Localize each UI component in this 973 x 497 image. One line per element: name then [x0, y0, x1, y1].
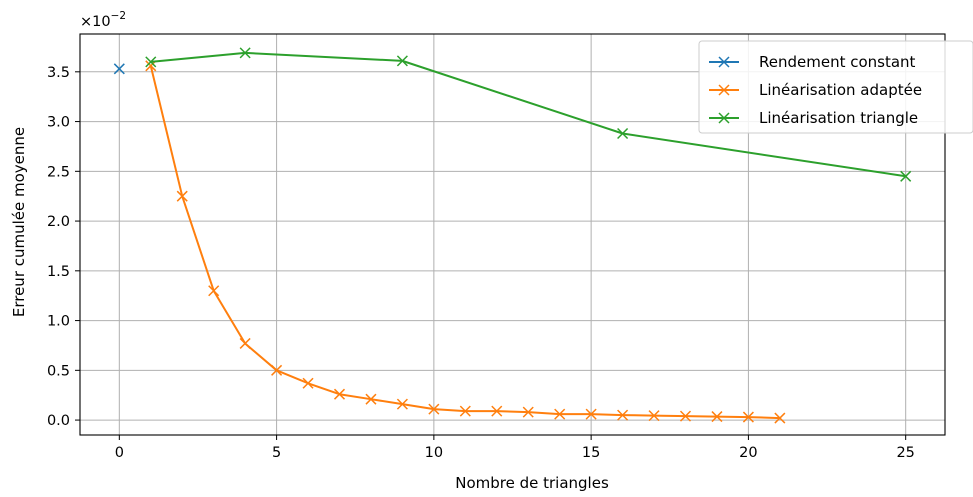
data-point [648, 410, 660, 422]
x-tick-label: 5 [272, 445, 281, 461]
y-tick-label: 2.0 [47, 214, 70, 230]
data-point [396, 398, 408, 410]
data-point [365, 393, 377, 405]
data-point [145, 56, 157, 68]
data-point [617, 409, 629, 421]
y-axis-ticks: 0.0 0.5 1.0 1.5 2.0 2.5 3.0 3.5 [47, 65, 80, 429]
x-tick-label: 10 [425, 445, 443, 461]
legend-marker [718, 112, 730, 124]
y-tick-label: 1.5 [47, 264, 70, 280]
legend-marker [718, 56, 730, 68]
plot-area-frame [79, 33, 946, 436]
data-point [396, 55, 408, 67]
data-point [522, 406, 534, 418]
data-point [176, 190, 188, 202]
x-tick-label: 20 [739, 445, 757, 461]
data-point [271, 364, 283, 376]
data-point [491, 405, 503, 417]
data-point [774, 412, 786, 424]
y-tick-label: 0.5 [47, 363, 70, 379]
data-point [900, 170, 912, 182]
data-point [742, 411, 754, 423]
legend-item: Rendement constant [709, 53, 916, 71]
y-tick-label: 1.0 [47, 314, 70, 330]
series-line [149, 65, 780, 420]
legend-item: Linéarisation adaptée [709, 81, 922, 99]
y-tick-label: 3.5 [47, 65, 70, 81]
data-point [554, 408, 566, 420]
data-point [711, 411, 723, 423]
data-point [333, 388, 346, 400]
series-2 [145, 47, 912, 182]
y-tick-label: 2.5 [47, 164, 70, 180]
x-axis-label: Nombre de triangles [455, 474, 609, 492]
legend-box [698, 40, 973, 134]
x-tick-label: 0 [115, 445, 124, 461]
y-axis-multiplier-exponent: −2 [111, 10, 126, 22]
data-point [302, 377, 314, 389]
x-tick-label: 15 [582, 445, 600, 461]
data-point [208, 285, 220, 297]
legend-label: Rendement constant [759, 53, 916, 71]
y-tick-label: 0.0 [47, 413, 70, 429]
y-axis-label: Erreur cumulée moyenne [10, 127, 28, 317]
y-axis-multiplier-base: ×10 [80, 14, 111, 30]
x-tick-label: 25 [896, 445, 914, 461]
data-point [585, 408, 597, 420]
y-tick-label: 3.0 [47, 115, 70, 131]
series-0 [113, 63, 125, 75]
data-point [239, 47, 251, 59]
legend-label: Linéarisation triangle [759, 109, 918, 127]
series-1 [145, 60, 786, 424]
data-point [617, 127, 629, 140]
x-axis-ticks: 0 5 10 15 20 25 [115, 435, 915, 461]
data-point [459, 405, 471, 417]
legend-marker [718, 84, 730, 96]
legend-item: Linéarisation triangle [709, 109, 918, 127]
data-point [113, 63, 125, 75]
y-axis-multiplier: ×10−2 [80, 10, 126, 30]
data-point [679, 410, 692, 422]
series-layer [113, 47, 912, 424]
legend-label: Linéarisation adaptée [759, 81, 922, 99]
data-point [428, 403, 440, 415]
legend: Rendement constant Linéarisation adaptée L… [698, 40, 973, 134]
data-point [239, 337, 251, 349]
